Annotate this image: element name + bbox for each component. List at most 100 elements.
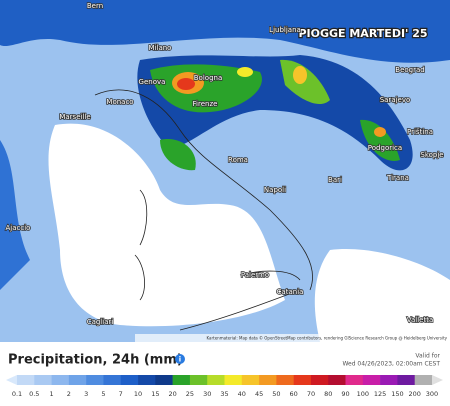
dry-area — [314, 249, 450, 342]
scale-label: 90 — [341, 390, 349, 398]
rain-area — [293, 66, 307, 84]
scale-swatch — [224, 375, 243, 385]
rain-area — [0, 140, 30, 290]
attribution: Kartenmaterial: Map data © OpenStreetMap… — [206, 336, 447, 341]
scale-swatch — [328, 375, 346, 385]
scale-swatch — [138, 375, 156, 385]
scale-label: 35 — [220, 390, 228, 398]
valid-time: Wed 04/26/2023, 02:00am CEST — [342, 361, 440, 368]
scale-swatch — [172, 375, 191, 385]
scale-swatch — [241, 375, 260, 385]
scale-label: 0.1 — [12, 390, 22, 398]
scale-swatch — [207, 375, 225, 385]
scale-swatch — [380, 375, 398, 385]
scale-end — [6, 375, 17, 385]
scale-label: 30 — [203, 390, 211, 398]
rain-area — [237, 67, 253, 77]
scale-swatch — [362, 375, 381, 385]
scale-swatch — [414, 375, 433, 385]
scale-swatch — [103, 375, 122, 385]
map: PIOGGE MARTEDI' 25 Kartenmaterial: Map d… — [0, 0, 450, 342]
city-label: Podgorica — [368, 144, 402, 152]
coastline — [134, 189, 301, 301]
rain-area — [177, 78, 195, 90]
legend-title: Precipitation, 24h (mm) — [8, 353, 183, 368]
scale-label: 80 — [324, 390, 332, 398]
scale-label: 1 — [50, 390, 54, 398]
map-title: PIOGGE MARTEDI' 25 — [298, 27, 427, 40]
city-label: Genova — [139, 78, 166, 86]
city-labels: Bern Ljubljana Beograd Milano Genova Bologna M… — [5, 1, 445, 327]
city-label: Bari — [328, 176, 342, 184]
city-label: Firenze — [193, 100, 218, 108]
attribution-bg — [135, 334, 450, 342]
scale-swatch — [310, 375, 329, 385]
rain-area — [360, 119, 400, 161]
scale-label: 0.5 — [29, 390, 39, 398]
scale-label: 25 — [186, 390, 194, 398]
scale-label: 7 — [119, 390, 123, 398]
city-label: Sarajevo — [380, 96, 411, 104]
scale-label: 60 — [290, 390, 298, 398]
rain-area — [280, 59, 330, 105]
scale-label: 15 — [151, 390, 159, 398]
scale-label: 10 — [134, 390, 142, 398]
scale-label: 20 — [168, 390, 176, 398]
city-label: Palermo — [241, 271, 269, 279]
scale-swatch — [397, 375, 416, 385]
city-label: Ljubljana — [269, 26, 301, 34]
city-label: Bologna — [194, 74, 222, 82]
scale-label: 150 — [391, 390, 403, 398]
city-label: Monaco — [106, 98, 133, 106]
scale-swatch — [345, 375, 364, 385]
scale-swatch — [276, 375, 294, 385]
scale-label: 3 — [84, 390, 88, 398]
city-label: Marseille — [59, 113, 90, 121]
scale-swatch — [86, 375, 104, 385]
city-label: Cagliari — [87, 318, 114, 326]
scale-label: 125 — [374, 390, 386, 398]
rain-area — [160, 139, 196, 171]
info-icon-glyph: i — [179, 356, 181, 364]
scale-label: 5 — [101, 390, 105, 398]
scale-label: 2 — [67, 390, 71, 398]
city-label: Bern — [87, 2, 103, 10]
scale-label: 40 — [238, 390, 246, 398]
city-label: Catania — [277, 288, 304, 296]
scale-swatch — [17, 375, 35, 385]
city-label: Skopje — [420, 151, 443, 159]
scale-swatch — [293, 375, 312, 385]
rain-area — [374, 127, 386, 137]
city-label: Milano — [149, 44, 172, 52]
scale-swatch — [189, 375, 208, 385]
legend-panel — [0, 342, 450, 402]
scale-label: 45 — [255, 390, 263, 398]
scale-label: 70 — [307, 390, 315, 398]
color-scale: 0.1 0.5 1 2 3 5 7 10 15 20 25 30 35 40 45 50 60 70 80 90 100… — [6, 375, 443, 398]
city-label: Beograd — [395, 66, 424, 74]
city-label: Valletta — [407, 316, 434, 324]
scale-label: 200 — [408, 390, 420, 398]
city-label: Napoli — [264, 186, 286, 194]
city-label: Roma — [228, 156, 248, 164]
scale-swatch — [120, 375, 139, 385]
scale-swatch — [51, 375, 70, 385]
scale-swatch — [259, 375, 277, 385]
scale-swatch — [68, 375, 87, 385]
info-icon[interactable] — [175, 354, 185, 364]
scale-label: 50 — [272, 390, 280, 398]
scale-label: 100 — [357, 390, 369, 398]
dry-area — [48, 123, 286, 327]
scale-end — [432, 375, 443, 385]
scale-swatch — [34, 375, 52, 385]
city-label: Ajaccio — [6, 224, 31, 232]
city-label: Priština — [407, 128, 433, 136]
city-label: Tirana — [386, 174, 409, 182]
scale-label: 300 — [426, 390, 438, 398]
valid-label: Valid for — [415, 353, 440, 360]
rain-area — [0, 0, 450, 63]
scale-swatch — [155, 375, 173, 385]
coastline — [94, 89, 313, 331]
